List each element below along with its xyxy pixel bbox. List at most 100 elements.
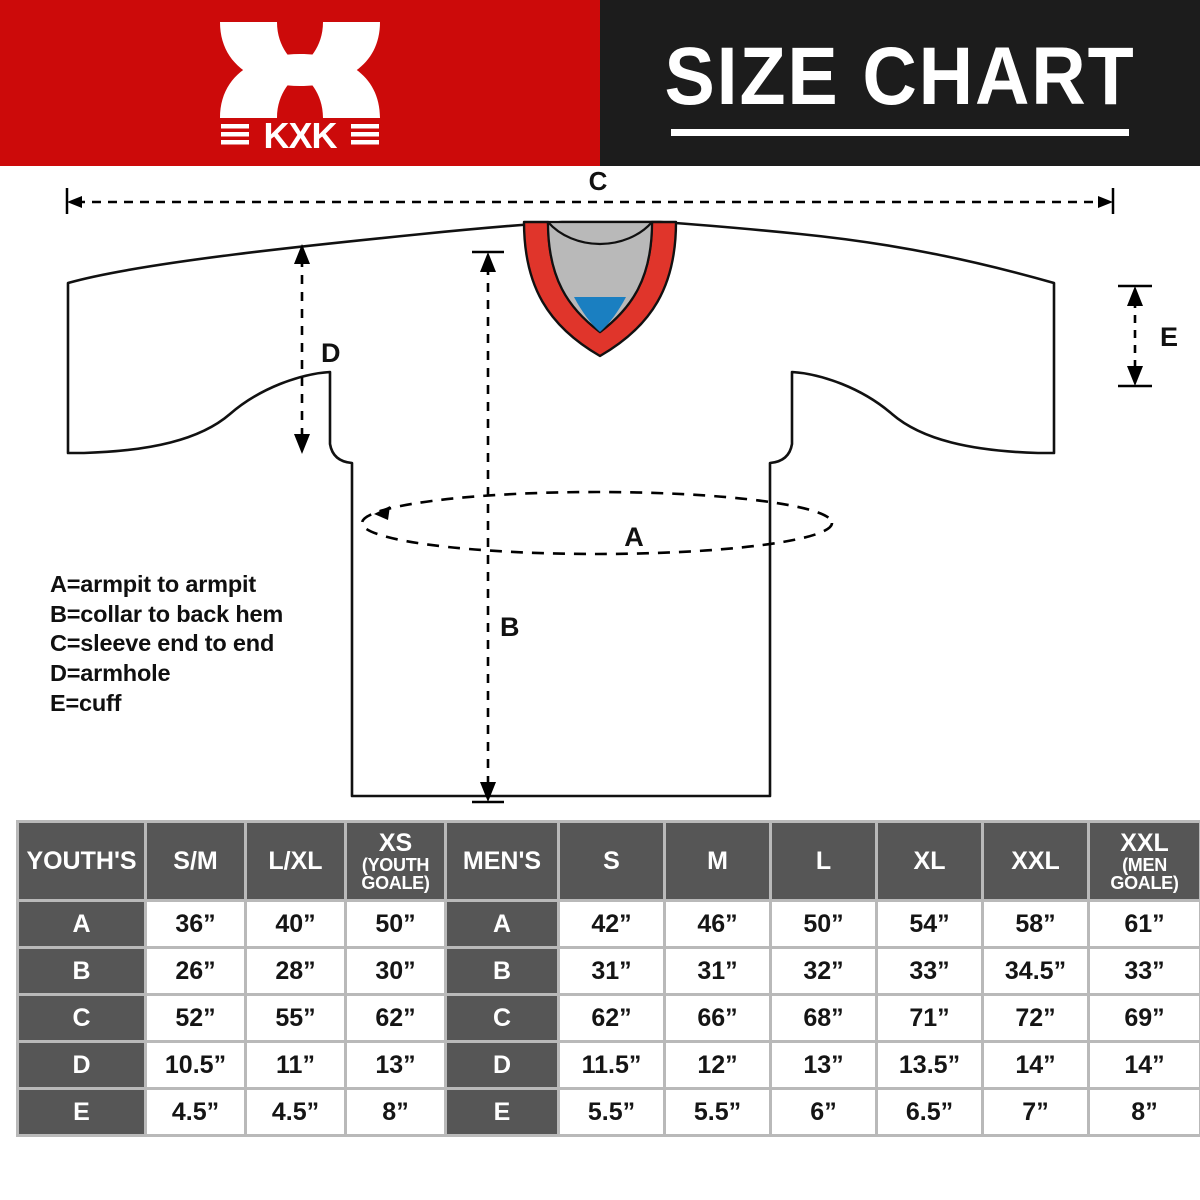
cell-mens-B-0: 31” <box>560 949 663 993</box>
cell-youth-C-0: 52” <box>147 996 244 1040</box>
row-label-youth: D <box>19 1043 144 1087</box>
column-header-main: XXL <box>1011 846 1060 875</box>
cell-mens-B-4: 34.5” <box>984 949 1087 993</box>
table-row: E 4.5” 4.5” 8” E 5.5” 5.5” 6” 6.5” 7” 8” <box>19 1090 1199 1134</box>
legend-item-e: E=cuff <box>50 689 122 716</box>
column-header-main: XS <box>378 828 413 857</box>
cell-mens-A-5: 61” <box>1090 902 1199 946</box>
dimension-d <box>294 244 310 454</box>
cell-mens-B-3: 33” <box>878 949 981 993</box>
size-table-container: YOUTH'S S/M L/XL XS (YOUTH GOALE) MEN'S S M L XL X… <box>16 820 1200 1137</box>
dimension-e <box>1118 284 1152 388</box>
cell-mens-B-5: 33” <box>1090 949 1199 993</box>
dimension-c <box>65 188 1115 214</box>
cell-mens-E-1: 5.5” <box>666 1090 769 1134</box>
row-label-mens: A <box>447 902 557 946</box>
cell-mens-E-4: 7” <box>984 1090 1087 1134</box>
legend-item-b: B=collar to back hem <box>50 600 284 627</box>
svg-text:KXK: KXK <box>263 115 337 156</box>
cell-mens-D-2: 13” <box>772 1043 875 1087</box>
column-header-youth-0: S/M <box>147 823 244 899</box>
cell-mens-A-0: 42” <box>560 902 663 946</box>
column-header-main: YOUTH'S <box>26 846 137 875</box>
row-label-mens: E <box>447 1090 557 1134</box>
cell-mens-A-1: 46” <box>666 902 769 946</box>
cell-mens-C-1: 66” <box>666 996 769 1040</box>
column-header-mens: MEN'S <box>447 823 557 899</box>
column-header-youth-2: XS (YOUTH GOALE) <box>347 823 444 899</box>
cell-mens-D-5: 14” <box>1090 1043 1199 1087</box>
dimension-a <box>360 490 834 556</box>
cell-mens-E-5: 8” <box>1090 1090 1199 1134</box>
legend-item-a: A=armpit to armpit <box>50 571 256 597</box>
cell-mens-B-2: 32” <box>772 949 875 993</box>
legend-item-c: C=sleeve end to end <box>50 630 275 657</box>
dimension-label-d: D <box>321 338 341 368</box>
cell-mens-C-5: 69” <box>1090 996 1199 1040</box>
dimension-label-c: C <box>589 166 608 196</box>
column-header-main: L/XL <box>268 846 323 875</box>
cell-mens-D-0: 11.5” <box>560 1043 663 1087</box>
title-underline <box>671 129 1129 136</box>
cell-mens-E-0: 5.5” <box>560 1090 663 1134</box>
jersey-collar <box>522 220 678 358</box>
cell-mens-A-2: 50” <box>772 902 875 946</box>
row-label-mens: D <box>447 1043 557 1087</box>
cell-youth-B-0: 26” <box>147 949 244 993</box>
row-label-youth: E <box>19 1090 144 1134</box>
dimension-b <box>472 250 504 804</box>
row-label-youth: B <box>19 949 144 993</box>
cell-youth-A-0: 36” <box>147 902 244 946</box>
column-header-main: L <box>815 846 832 875</box>
table-row: B 26” 28” 30” B 31” 31” 32” 33” 34.5” 33” <box>19 949 1199 993</box>
table-row: D 10.5” 11” 13” D 11.5” 12” 13” 13.5” 14” 14” <box>19 1043 1199 1087</box>
column-header-sub: (MEN GOALE) <box>1110 854 1179 894</box>
column-header-main: XXL <box>1120 828 1169 857</box>
legend-item-d: D=armhole <box>50 660 171 687</box>
jersey-diagram: C D <box>0 166 1200 818</box>
page-header: KXK SIZE CHART <box>0 0 1200 166</box>
column-header-mens-0: S <box>560 823 663 899</box>
column-header-main: M <box>707 846 728 875</box>
column-header-mens-1: M <box>666 823 769 899</box>
dimension-label-b: B <box>500 612 520 642</box>
cell-mens-D-4: 14” <box>984 1043 1087 1087</box>
column-header-youth: YOUTH'S <box>19 823 144 899</box>
table-row: C 52” 55” 62” C 62” 66” 68” 71” 72” 69” <box>19 996 1199 1040</box>
cell-youth-A-1: 40” <box>247 902 344 946</box>
row-label-mens: B <box>447 949 557 993</box>
cell-youth-B-1: 28” <box>247 949 344 993</box>
dimension-label-e: E <box>1160 322 1178 352</box>
row-label-mens: C <box>447 996 557 1040</box>
title-panel: SIZE CHART <box>600 0 1200 166</box>
brand-panel: KXK <box>0 0 600 166</box>
row-label-youth: A <box>19 902 144 946</box>
column-header-main: S <box>603 846 620 875</box>
page-title: SIZE CHART <box>664 31 1136 122</box>
kxk-logo-icon: KXK <box>220 22 380 156</box>
cell-youth-E-1: 4.5” <box>247 1090 344 1134</box>
cell-youth-E-0: 4.5” <box>147 1090 244 1134</box>
cell-youth-C-2: 62” <box>347 996 444 1040</box>
cell-mens-E-2: 6” <box>772 1090 875 1134</box>
column-header-main: XL <box>913 846 946 875</box>
table-header-row: YOUTH'S S/M L/XL XS (YOUTH GOALE) MEN'S S M L XL X… <box>19 823 1199 899</box>
row-label-youth: C <box>19 996 144 1040</box>
cell-mens-C-0: 62” <box>560 996 663 1040</box>
column-header-mens-2: L <box>772 823 875 899</box>
cell-mens-E-3: 6.5” <box>878 1090 981 1134</box>
jersey-outline <box>66 220 1056 798</box>
column-header-main: MEN'S <box>462 846 542 875</box>
cell-youth-D-2: 13” <box>347 1043 444 1087</box>
cell-youth-D-1: 11” <box>247 1043 344 1087</box>
measurement-legend: A=armpit to armpit B=collar to back hem … <box>50 570 283 719</box>
kxk-logo: KXK <box>215 14 385 156</box>
cell-youth-E-2: 8” <box>347 1090 444 1134</box>
column-header-mens-3: XL <box>878 823 981 899</box>
cell-youth-A-2: 50” <box>347 902 444 946</box>
column-header-main: S/M <box>173 846 218 875</box>
cell-youth-D-0: 10.5” <box>147 1043 244 1087</box>
column-header-youth-1: L/XL <box>247 823 344 899</box>
column-header-mens-5: XXL (MEN GOALE) <box>1090 823 1199 899</box>
